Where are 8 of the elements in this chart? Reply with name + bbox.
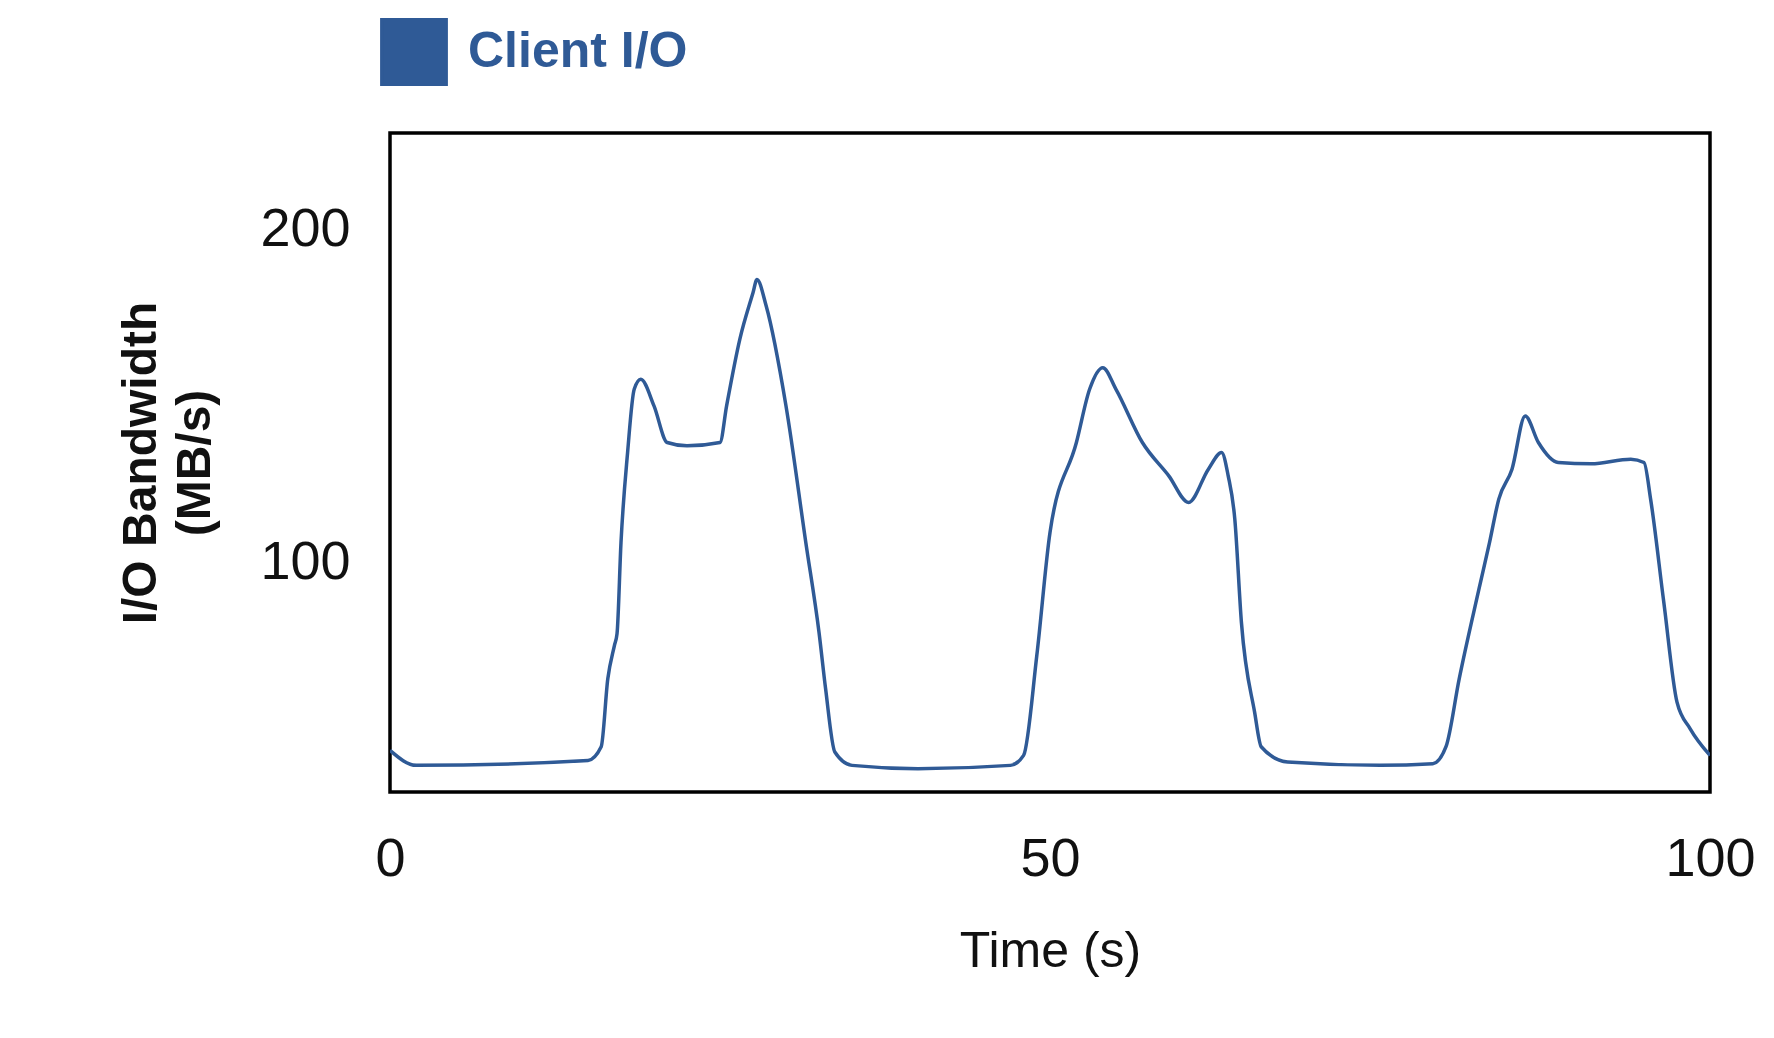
x-tick-label: 0 xyxy=(375,826,406,887)
y-axis-title: I/O Bandwidth (MB/s) xyxy=(113,301,221,625)
y-tick-label: 200 xyxy=(260,197,351,258)
x-tick-label: 100 xyxy=(1665,826,1756,887)
legend-label: Client I/O xyxy=(468,22,688,78)
line-series xyxy=(390,277,1710,771)
x-axis-title: Time (s) xyxy=(959,921,1142,978)
x-tick-label: 50 xyxy=(1020,826,1081,887)
